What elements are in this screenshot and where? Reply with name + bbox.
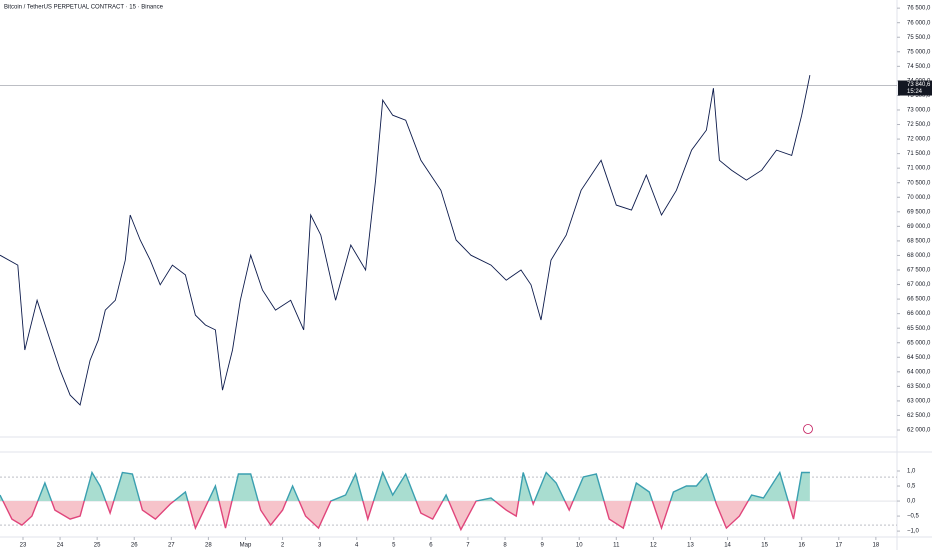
y-tick-label: −1,0 xyxy=(907,529,920,535)
positive-area xyxy=(0,472,810,502)
y-tick-label: 65 000,0 xyxy=(907,340,931,346)
event-icon xyxy=(803,424,813,434)
y-tick-label: 1,0 xyxy=(907,469,916,475)
y-tick-label: 76 000,0 xyxy=(907,20,931,26)
y-tick-label: 68 500,0 xyxy=(907,238,931,244)
y-tick-label: 76 500,0 xyxy=(907,6,931,12)
x-tick-label: 27 xyxy=(168,543,175,549)
x-tick-label: 14 xyxy=(724,543,731,549)
y-tick-label: 62 000,0 xyxy=(907,428,931,434)
x-tick-label: 11 xyxy=(613,543,620,549)
x-tick-label: 5 xyxy=(392,543,396,549)
y-tick-label: 68 000,0 xyxy=(907,253,931,259)
y-tick-label: 69 000,0 xyxy=(907,224,931,230)
y-tick-label: 64 500,0 xyxy=(907,355,931,361)
y-tick-label: 69 500,0 xyxy=(907,209,931,215)
x-tick-label: 25 xyxy=(94,543,101,549)
y-tick-label: 62 500,0 xyxy=(907,413,931,419)
y-tick-label: 67 000,0 xyxy=(907,282,931,288)
x-tick-label: 8 xyxy=(503,543,507,549)
y-tick-label: 0,0 xyxy=(907,499,916,505)
oscillator-line xyxy=(0,470,810,502)
x-tick-label: Мар xyxy=(240,543,252,549)
y-tick-label: 67 500,0 xyxy=(907,268,931,274)
y-tick-label: 63 500,0 xyxy=(907,384,931,390)
x-tick-label: 3 xyxy=(318,543,322,549)
x-tick-label: 4 xyxy=(355,543,359,549)
negative-area xyxy=(2,501,797,530)
y-tick-label: 0,5 xyxy=(907,484,916,490)
x-tick-label: 12 xyxy=(650,543,657,549)
price-badge xyxy=(898,80,932,96)
y-tick-label: 72 500,0 xyxy=(907,122,931,128)
y-tick-label: 71 500,0 xyxy=(907,151,931,157)
y-tick-label: 66 500,0 xyxy=(907,297,931,303)
x-tick-label: 23 xyxy=(20,543,27,549)
y-tick-label: 71 000,0 xyxy=(907,166,931,172)
y-tick-label: 75 500,0 xyxy=(907,35,931,41)
x-tick-label: 17 xyxy=(835,543,842,549)
y-tick-label: 70 500,0 xyxy=(907,180,931,186)
y-tick-label: 63 000,0 xyxy=(907,399,931,405)
y-tick-label: 72 000,0 xyxy=(907,137,931,143)
last-price-label: 73 840,6 xyxy=(907,82,931,88)
x-tick-label: 16 xyxy=(798,543,805,549)
x-tick-label: 10 xyxy=(576,543,583,549)
price-line xyxy=(0,75,811,406)
y-tick-label: 66 000,0 xyxy=(907,311,931,317)
x-tick-label: 18 xyxy=(873,543,880,549)
x-tick-label: 13 xyxy=(687,543,694,549)
y-tick-label: 73 500,0 xyxy=(907,93,931,99)
y-tick-label: 75 000,0 xyxy=(907,49,931,55)
y-tick-label: 64 000,0 xyxy=(907,369,931,375)
y-tick-label: −0,5 xyxy=(907,514,920,520)
x-tick-label: 2 xyxy=(281,543,285,549)
x-tick-label: 6 xyxy=(429,543,433,549)
time-label: 15:24 xyxy=(907,89,923,95)
x-tick-label: 24 xyxy=(57,543,64,549)
x-tick-label: 9 xyxy=(540,543,544,549)
x-tick-label: 28 xyxy=(205,543,212,549)
y-tick-label: 70 000,0 xyxy=(907,195,931,201)
x-tick-label: 15 xyxy=(761,543,768,549)
x-tick-label: 26 xyxy=(131,543,138,549)
y-tick-label: 65 500,0 xyxy=(907,326,931,332)
chart-title: Bitcoin / TetherUS PERPETUAL CONTRACT · … xyxy=(4,5,164,11)
y-tick-label: 74 500,0 xyxy=(907,64,931,70)
x-tick-label: 7 xyxy=(466,543,470,549)
y-tick-label: 73 000,0 xyxy=(907,108,931,114)
